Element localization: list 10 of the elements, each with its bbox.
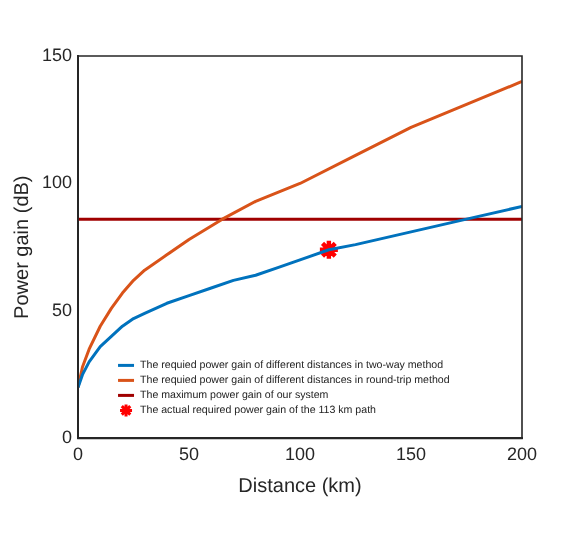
y-axis-title: Power gain (dB) (11, 175, 34, 319)
y-tick-label: 100 (41, 172, 73, 193)
x-tick-label: 200 (506, 444, 538, 465)
x-tick-label: 150 (395, 444, 427, 465)
y-tick-label: 0 (62, 427, 73, 448)
x-axis-title: Distance (km) (238, 475, 362, 498)
x-tick-label: 50 (179, 444, 200, 465)
y-tick-label: 50 (52, 299, 73, 320)
x-tick-label: 100 (284, 444, 316, 465)
y-tick-label: 150 (41, 44, 73, 65)
